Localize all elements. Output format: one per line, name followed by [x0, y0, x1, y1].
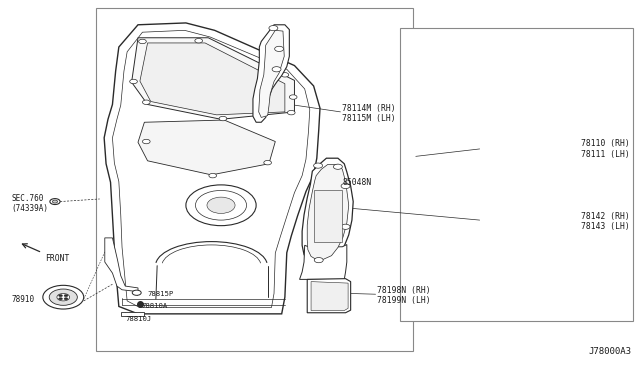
Text: 78910: 78910	[12, 295, 35, 304]
Circle shape	[264, 160, 271, 165]
Circle shape	[57, 294, 70, 301]
Polygon shape	[300, 244, 347, 279]
Circle shape	[59, 298, 63, 300]
Polygon shape	[132, 38, 294, 119]
Polygon shape	[307, 279, 351, 313]
Circle shape	[50, 199, 60, 205]
Polygon shape	[113, 31, 310, 308]
Text: 85048N: 85048N	[342, 178, 372, 187]
Text: J78000A3: J78000A3	[589, 347, 632, 356]
Circle shape	[314, 257, 323, 263]
Circle shape	[272, 67, 281, 72]
Circle shape	[341, 183, 350, 189]
Polygon shape	[259, 31, 284, 118]
Text: 78114M (RH)
78115M (LH): 78114M (RH) 78115M (LH)	[342, 104, 396, 124]
Circle shape	[314, 163, 323, 168]
Text: 78810A: 78810A	[141, 304, 168, 310]
Polygon shape	[302, 158, 353, 266]
Circle shape	[186, 185, 256, 226]
Circle shape	[52, 200, 58, 203]
Circle shape	[64, 298, 68, 300]
Text: 78110 (RH)
78111 (LH): 78110 (RH) 78111 (LH)	[581, 139, 630, 158]
Polygon shape	[121, 312, 145, 317]
Circle shape	[219, 116, 227, 121]
Polygon shape	[140, 43, 285, 115]
Circle shape	[281, 73, 289, 77]
Circle shape	[275, 46, 284, 51]
Circle shape	[139, 39, 147, 44]
Polygon shape	[105, 238, 138, 292]
Circle shape	[209, 173, 216, 178]
Circle shape	[333, 164, 342, 169]
Text: 78142 (RH)
78143 (LH): 78142 (RH) 78143 (LH)	[581, 212, 630, 231]
Circle shape	[59, 295, 63, 297]
Circle shape	[195, 190, 246, 220]
Polygon shape	[138, 120, 275, 175]
Circle shape	[287, 110, 295, 115]
Circle shape	[49, 289, 77, 305]
Circle shape	[269, 26, 278, 31]
Polygon shape	[311, 282, 348, 311]
Circle shape	[43, 285, 84, 309]
Circle shape	[143, 139, 150, 144]
Text: 78815P: 78815P	[148, 291, 174, 297]
Text: SEC.760
(74339A): SEC.760 (74339A)	[12, 194, 49, 214]
Circle shape	[64, 295, 68, 297]
Circle shape	[143, 100, 150, 105]
Bar	[400, 29, 633, 321]
Polygon shape	[104, 23, 320, 314]
Circle shape	[341, 224, 350, 230]
Text: FRONT: FRONT	[45, 254, 70, 263]
Polygon shape	[253, 25, 289, 122]
Text: 78810J: 78810J	[125, 316, 152, 322]
Polygon shape	[307, 164, 349, 259]
Circle shape	[132, 290, 141, 295]
Text: 78198N (RH)
78199N (LH): 78198N (RH) 78199N (LH)	[378, 286, 431, 305]
Circle shape	[195, 38, 202, 43]
Bar	[97, 8, 413, 351]
Polygon shape	[314, 190, 342, 241]
Circle shape	[207, 197, 235, 214]
Circle shape	[289, 95, 297, 99]
Circle shape	[130, 79, 138, 84]
